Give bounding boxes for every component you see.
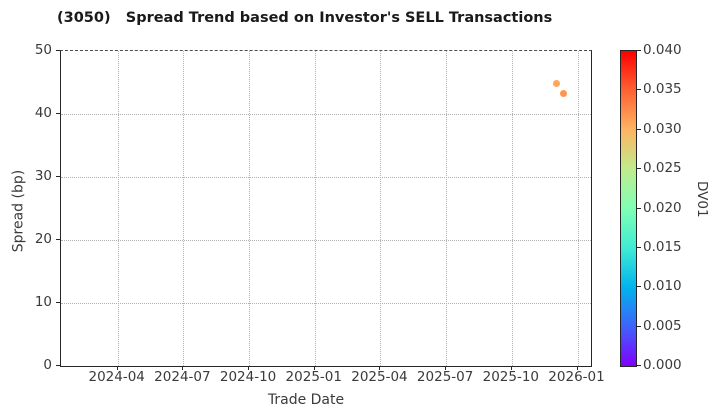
data-point xyxy=(552,80,560,88)
x-tick-mark xyxy=(445,366,447,370)
chart-title: (3050) Spread Trend based on Investor's … xyxy=(57,10,553,26)
y-gridline xyxy=(61,114,591,115)
x-tick-mark xyxy=(510,366,512,370)
x-gridline xyxy=(511,51,513,366)
y-tick-mark xyxy=(56,365,60,366)
x-tick-mark xyxy=(313,366,315,370)
colorbar-tick-mark xyxy=(637,168,641,170)
colorbar-tick-label: 0.005 xyxy=(643,317,682,334)
colorbar-tick-label: 0.025 xyxy=(643,160,682,177)
y-tick-label: 20 xyxy=(34,231,52,247)
x-gridline xyxy=(380,51,382,366)
y-tick-mark xyxy=(56,239,60,240)
x-tick-mark xyxy=(182,366,184,370)
x-tick-label: 2024-07 xyxy=(154,369,211,385)
colorbar-tick-mark xyxy=(637,365,641,366)
colorbar-tick-mark xyxy=(637,286,641,288)
plot-area xyxy=(60,50,592,367)
x-tick-label: 2025-07 xyxy=(416,369,474,385)
x-gridline xyxy=(314,51,316,366)
colorbar-tick-label: 0.040 xyxy=(643,42,682,58)
x-gridline xyxy=(577,51,579,366)
y-gridline xyxy=(61,303,591,304)
y-gridline xyxy=(61,240,591,241)
colorbar-tick-label: 0.015 xyxy=(643,238,682,255)
colorbar-tick-label: 0.035 xyxy=(643,81,682,98)
colorbar-tick-mark xyxy=(637,325,641,327)
colorbar-tick-label: 0.010 xyxy=(643,278,682,295)
x-tick-mark xyxy=(379,366,381,370)
data-point xyxy=(560,89,568,97)
x-tick-mark xyxy=(576,366,578,370)
y-tick-label: 10 xyxy=(34,294,52,310)
y-tick-mark xyxy=(56,50,60,51)
x-gridline xyxy=(183,51,185,366)
x-tick-label: 2025-01 xyxy=(285,369,342,385)
y-tick-label: 40 xyxy=(34,105,52,121)
x-tick-label: 2025-10 xyxy=(482,369,540,385)
x-tick-mark xyxy=(116,366,118,370)
colorbar-label: DV01 xyxy=(694,181,710,218)
y-tick-label: 0 xyxy=(43,357,52,373)
x-gridline xyxy=(249,51,251,366)
colorbar-tick-mark xyxy=(637,207,641,209)
colorbar-tick-mark xyxy=(637,50,641,51)
x-gridline xyxy=(446,51,448,366)
colorbar-tick-label: 0.020 xyxy=(643,199,682,216)
y-tick-label: 30 xyxy=(34,168,52,184)
y-tick-mark xyxy=(56,302,60,303)
x-tick-label: 2025-04 xyxy=(351,369,408,385)
y-tick-mark xyxy=(56,113,60,114)
y-gridline xyxy=(61,177,591,178)
y-tick-mark xyxy=(56,176,60,177)
x-tick-mark xyxy=(248,366,250,370)
colorbar-tick-mark xyxy=(637,89,641,91)
x-axis-label: Trade Date xyxy=(267,392,345,408)
colorbar-tick-label: 0.000 xyxy=(643,357,682,373)
colorbar-tick-mark xyxy=(637,128,641,130)
x-gridline xyxy=(117,51,119,366)
y-tick-label: 50 xyxy=(34,42,52,58)
colorbar-tick-label: 0.030 xyxy=(643,120,682,137)
x-tick-label: 2024-04 xyxy=(88,369,145,385)
colorbar-tick-mark xyxy=(637,246,641,248)
x-tick-label: 2026-01 xyxy=(548,369,605,385)
colorbar-gradient xyxy=(620,50,637,367)
x-tick-label: 2024-10 xyxy=(219,369,277,385)
